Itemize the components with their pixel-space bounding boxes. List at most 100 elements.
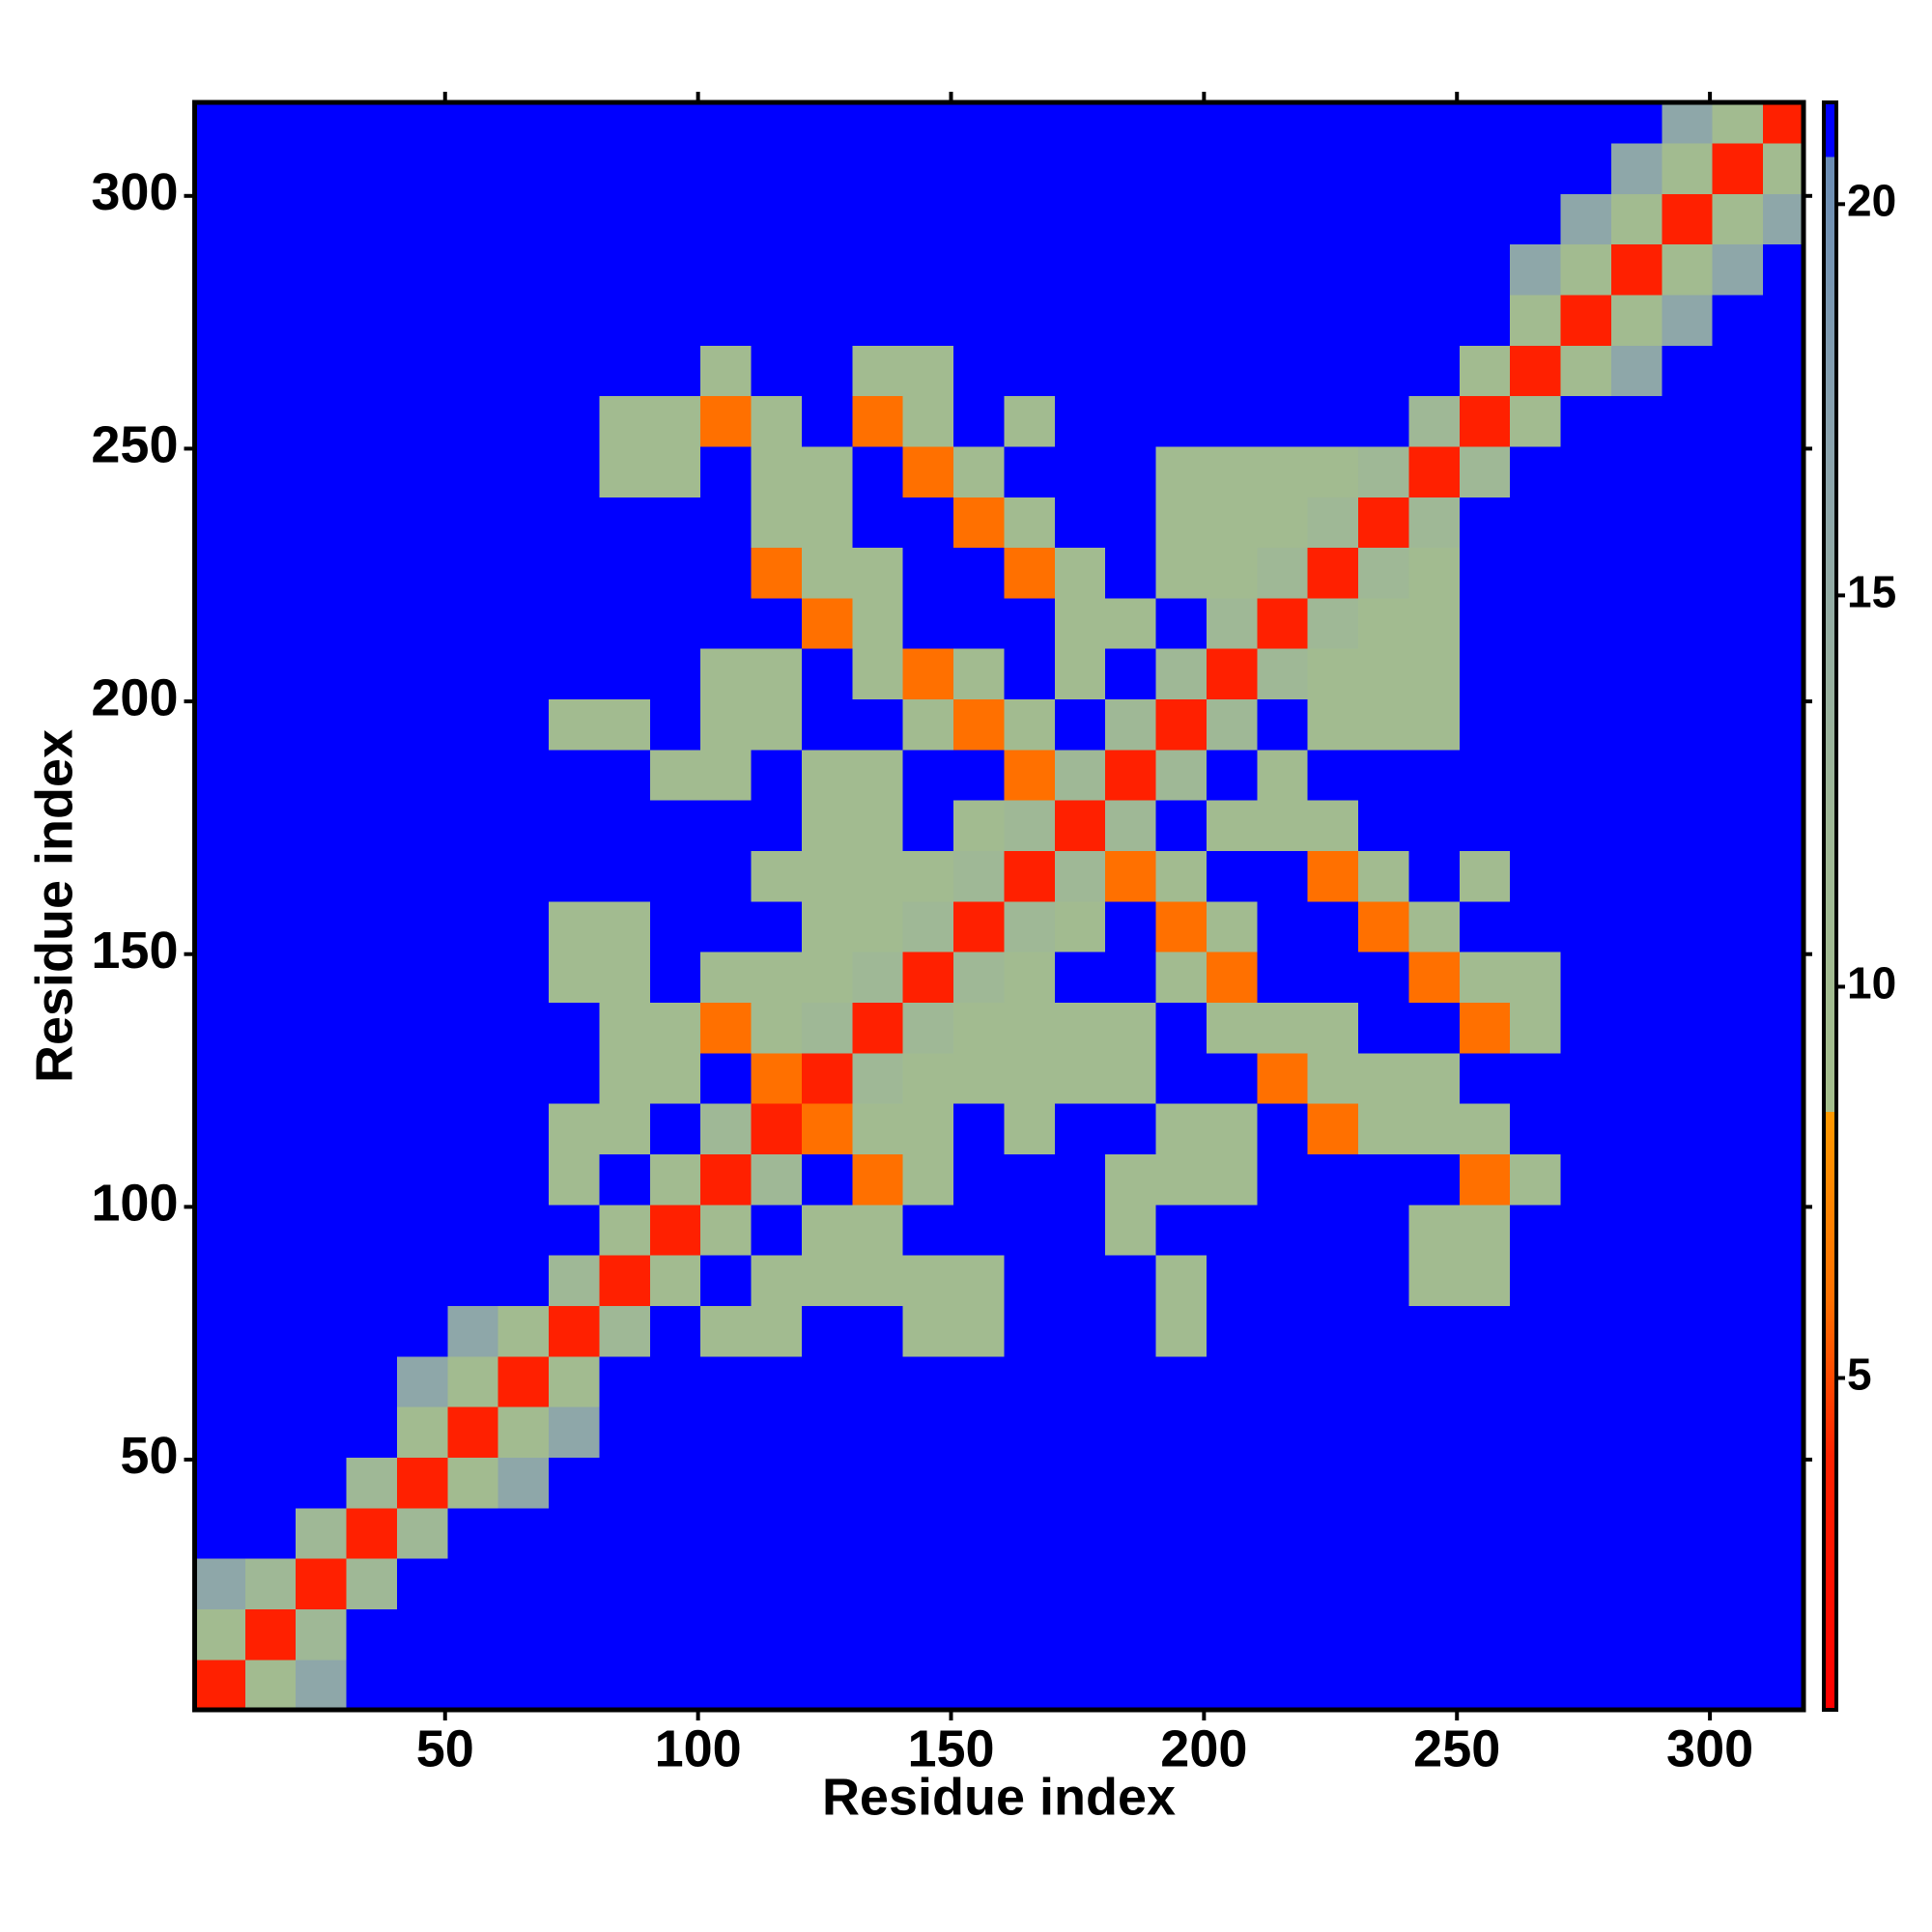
heatmap-cell [700, 952, 753, 1004]
heatmap-cell [1510, 1002, 1562, 1054]
heatmap-cell [1004, 294, 1056, 346]
heatmap-cell [599, 142, 651, 194]
heatmap-cell [396, 749, 448, 801]
heatmap-cell [1105, 1204, 1157, 1256]
heatmap-cell [296, 900, 348, 952]
heatmap-cell [1610, 193, 1662, 245]
heatmap-cell [1257, 900, 1309, 952]
heatmap-cell [244, 698, 297, 751]
heatmap-cell [649, 497, 701, 549]
heatmap-cell [649, 1659, 701, 1711]
heatmap-cell [549, 648, 601, 700]
heatmap-cell [1105, 1153, 1157, 1206]
heatmap-cell [751, 445, 803, 497]
heatmap-cell [1358, 345, 1410, 397]
heatmap-cell [801, 900, 853, 952]
heatmap-cell [1459, 749, 1511, 801]
heatmap-cell [599, 243, 651, 296]
heatmap-cell [1054, 850, 1106, 902]
heatmap-cell [801, 648, 853, 700]
heatmap-cell [700, 395, 753, 447]
heatmap-cell [346, 1305, 398, 1357]
heatmap-cell [346, 952, 398, 1004]
heatmap-cell [700, 1608, 753, 1661]
heatmap-cell [852, 1052, 904, 1104]
heatmap-cell [447, 345, 499, 397]
heatmap-cell [1105, 1659, 1157, 1711]
heatmap-cell [447, 749, 499, 801]
heatmap-cell [497, 1457, 550, 1509]
heatmap-cell [497, 850, 550, 902]
heatmap-cell [244, 294, 297, 346]
heatmap-cell [1712, 445, 1764, 497]
heatmap-cell [1358, 952, 1410, 1004]
heatmap-cell [1257, 142, 1309, 194]
heatmap-cell [1408, 1305, 1461, 1357]
heatmap-cell [852, 395, 904, 447]
heatmap-cell [447, 1355, 499, 1407]
heatmap-cell [1408, 1659, 1461, 1711]
heatmap-cell [599, 597, 651, 649]
heatmap-cell [700, 1305, 753, 1357]
heatmap-cell [1004, 1305, 1056, 1357]
heatmap-cell [396, 193, 448, 245]
heatmap-cell [244, 395, 297, 447]
heatmap-cell [1155, 1153, 1208, 1206]
heatmap-cell [1459, 294, 1511, 346]
heatmap-cell [1560, 800, 1612, 852]
heatmap-cell [346, 1558, 398, 1609]
heatmap-cell [1206, 1153, 1258, 1206]
heatmap-cell [497, 1608, 550, 1661]
heatmap-cell [497, 1052, 550, 1104]
heatmap-cell [1763, 395, 1804, 447]
heatmap-cell [346, 1608, 398, 1661]
heatmap-cell [649, 345, 701, 397]
heatmap-cell [1560, 900, 1612, 952]
heatmap-cell [244, 1002, 297, 1054]
heatmap-cell [902, 1457, 954, 1509]
heatmap-cell [902, 445, 954, 497]
heatmap-cell [1560, 1659, 1612, 1711]
colorbar-tick-label: 20 [1847, 175, 1896, 225]
heatmap-cell [649, 395, 701, 447]
heatmap-cell [244, 900, 297, 952]
heatmap-cell [447, 1507, 499, 1559]
heatmap-cell [396, 1355, 448, 1407]
heatmap-cell [346, 1507, 398, 1559]
heatmap-cell [346, 243, 398, 296]
heatmap-cell [700, 1457, 753, 1509]
heatmap-cell [1004, 1355, 1056, 1407]
heatmap-cell [1408, 1507, 1461, 1559]
heatmap-cell [1662, 1457, 1714, 1509]
heatmap-cell [801, 1659, 853, 1711]
heatmap-cell [1155, 1659, 1208, 1711]
heatmap-cell [1763, 243, 1804, 296]
heatmap-cell [953, 1052, 1006, 1104]
heatmap-cell [1155, 648, 1208, 700]
heatmap-cell [1358, 294, 1410, 346]
heatmap-cell [1662, 345, 1714, 397]
heatmap-cell [1105, 1507, 1157, 1559]
heatmap-cell [1510, 1659, 1562, 1711]
heatmap-cell [801, 1305, 853, 1357]
heatmap-cell [194, 1153, 246, 1206]
heatmap-cell [1054, 1406, 1106, 1458]
heatmap-cell [1105, 243, 1157, 296]
heatmap-cell [497, 294, 550, 346]
heatmap-cell [751, 142, 803, 194]
heatmap-cell [1358, 1355, 1410, 1407]
heatmap-cell [296, 142, 348, 194]
heatmap-cell [649, 952, 701, 1004]
heatmap-cell [1206, 1103, 1258, 1155]
heatmap-cell [497, 1305, 550, 1357]
heatmap-cell [447, 1103, 499, 1155]
heatmap-cell [1257, 749, 1309, 801]
heatmap-cell [1763, 1255, 1804, 1306]
heatmap-cell [244, 597, 297, 649]
heatmap-cell [852, 698, 904, 751]
heatmap-cell [1307, 142, 1359, 194]
heatmap-cell [1105, 345, 1157, 397]
heatmap-cell [801, 952, 853, 1004]
heatmap-cell [1004, 1103, 1056, 1155]
heatmap-cell [852, 800, 904, 852]
